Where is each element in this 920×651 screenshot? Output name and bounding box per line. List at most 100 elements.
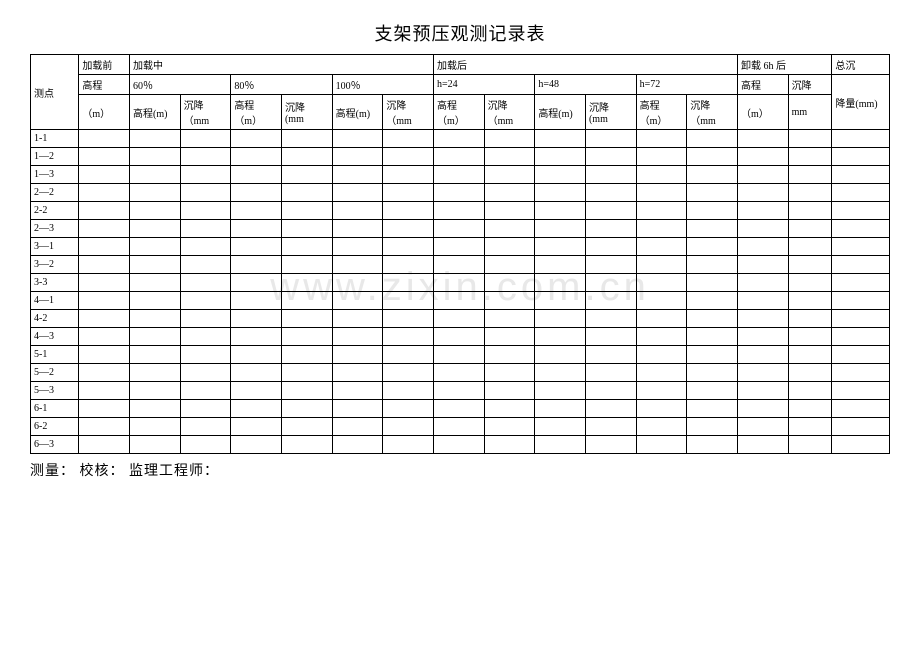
data-cell <box>231 256 282 274</box>
header-settle-mm: 沉降（mm <box>180 95 231 130</box>
table-row: 2—2 <box>31 184 890 202</box>
data-cell <box>585 148 636 166</box>
row-label: 3-3 <box>31 274 79 292</box>
data-cell <box>535 328 586 346</box>
data-cell <box>79 256 130 274</box>
data-cell <box>832 382 890 400</box>
row-label: 5-1 <box>31 346 79 364</box>
data-cell <box>281 310 332 328</box>
data-cell <box>535 166 586 184</box>
footer-line: 测量： 校核： 监理工程师： <box>30 460 890 480</box>
data-cell <box>738 436 789 454</box>
data-cell <box>180 148 231 166</box>
data-cell <box>332 274 383 292</box>
data-cell <box>687 184 738 202</box>
data-cell <box>585 202 636 220</box>
data-cell <box>281 436 332 454</box>
data-cell <box>687 130 738 148</box>
data-cell <box>383 148 434 166</box>
data-cell <box>180 238 231 256</box>
data-cell <box>180 382 231 400</box>
data-cell <box>130 130 181 148</box>
observation-table: 测点 加载前 加载中 加载后 卸载 6h 后 总沉 高程 60％ 80％ 100… <box>30 54 890 454</box>
header-elev-m4: 高程（m） <box>434 95 485 130</box>
data-cell <box>231 166 282 184</box>
table-row: 3-3 <box>31 274 890 292</box>
table-row: 1—3 <box>31 166 890 184</box>
data-cell <box>332 310 383 328</box>
data-cell <box>687 148 738 166</box>
data-cell <box>332 166 383 184</box>
data-cell <box>180 166 231 184</box>
data-cell <box>231 346 282 364</box>
data-cell <box>585 130 636 148</box>
data-cell <box>788 292 832 310</box>
header-unit-m: （m） <box>79 95 130 130</box>
data-cell <box>738 346 789 364</box>
row-label: 2—2 <box>31 184 79 202</box>
data-cell <box>130 328 181 346</box>
data-cell <box>130 220 181 238</box>
data-cell <box>535 238 586 256</box>
data-cell <box>535 400 586 418</box>
data-cell <box>484 220 535 238</box>
data-cell <box>180 256 231 274</box>
data-cell <box>484 184 535 202</box>
header-elev-m5: 高程(m) <box>535 95 586 130</box>
header-total: 总沉 <box>832 55 890 75</box>
data-cell <box>434 274 485 292</box>
data-cell <box>636 274 687 292</box>
data-cell <box>332 238 383 256</box>
data-cell <box>180 202 231 220</box>
data-cell <box>79 418 130 436</box>
footer-measure: 测量： <box>30 464 75 479</box>
data-cell <box>79 292 130 310</box>
data-cell <box>231 292 282 310</box>
table-row: 3—1 <box>31 238 890 256</box>
data-cell <box>535 220 586 238</box>
data-cell <box>180 292 231 310</box>
data-cell <box>332 292 383 310</box>
header-100: 100％ <box>332 75 433 95</box>
data-cell <box>585 418 636 436</box>
data-cell <box>687 346 738 364</box>
data-cell <box>535 256 586 274</box>
data-cell <box>332 436 383 454</box>
data-cell <box>832 292 890 310</box>
data-cell <box>332 346 383 364</box>
data-cell <box>738 292 789 310</box>
data-cell <box>788 184 832 202</box>
data-cell <box>434 166 485 184</box>
row-label: 6-1 <box>31 400 79 418</box>
data-cell <box>832 274 890 292</box>
data-cell <box>231 148 282 166</box>
data-cell <box>383 220 434 238</box>
data-cell <box>383 310 434 328</box>
data-cell <box>484 166 535 184</box>
data-cell <box>383 346 434 364</box>
data-cell <box>281 202 332 220</box>
data-cell <box>434 238 485 256</box>
data-cell <box>636 310 687 328</box>
data-cell <box>535 436 586 454</box>
data-cell <box>484 328 535 346</box>
data-cell <box>130 166 181 184</box>
data-cell <box>585 166 636 184</box>
data-cell <box>231 184 282 202</box>
data-cell <box>585 256 636 274</box>
row-label: 6—3 <box>31 436 79 454</box>
data-cell <box>332 328 383 346</box>
data-cell <box>231 382 282 400</box>
footer-check: 校核： <box>80 464 125 479</box>
data-cell <box>281 292 332 310</box>
data-cell <box>231 436 282 454</box>
data-cell <box>434 130 485 148</box>
data-cell <box>79 400 130 418</box>
data-cell <box>231 130 282 148</box>
data-cell <box>636 130 687 148</box>
data-cell <box>79 274 130 292</box>
data-cell <box>231 364 282 382</box>
data-cell <box>535 148 586 166</box>
data-cell <box>434 328 485 346</box>
header-h24: h=24 <box>434 75 535 95</box>
